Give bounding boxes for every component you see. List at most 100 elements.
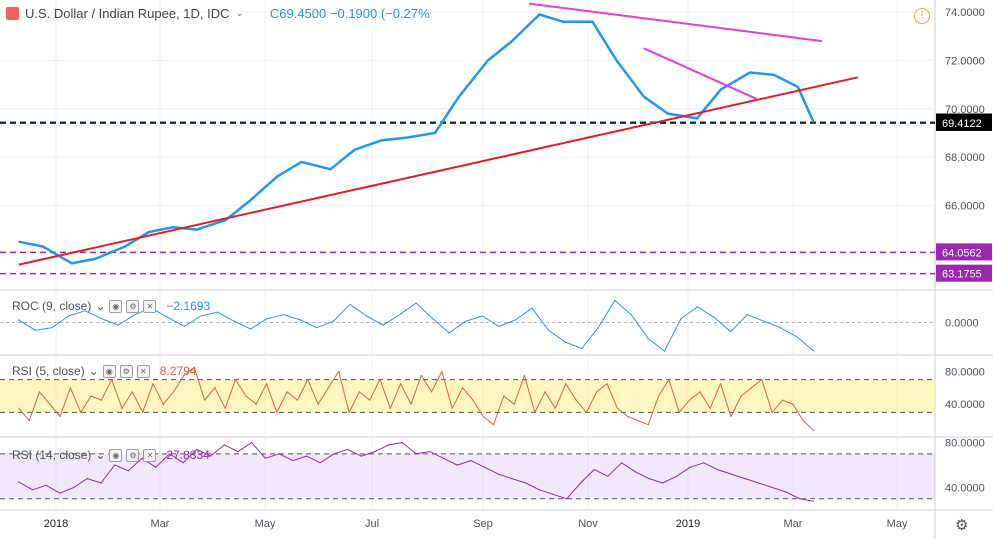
rsi5-line-point (111, 379, 113, 381)
usdinr-price-line-point (615, 59, 618, 62)
rsi14-line-point (497, 473, 499, 475)
rsi5-line-point (441, 370, 443, 372)
roc-line-point (101, 318, 103, 320)
chevron-down-icon[interactable]: ⌄ (235, 8, 244, 19)
rsi14-label[interactable]: RSI (14, close) (12, 448, 92, 462)
roc-line-point (432, 318, 434, 320)
rsi5-line-point (606, 383, 608, 385)
rsi5-label[interactable]: RSI (5, close) (12, 364, 85, 378)
roc-line-point (51, 327, 53, 329)
x-tick-label: May (255, 518, 276, 530)
rsi5-line-point (18, 407, 20, 409)
rsi14-line-point (675, 475, 678, 477)
rsi5-line-point (131, 391, 133, 393)
rsi5-pane-title: RSI (5, close) ⌄ ◉ ⚙ ✕ 8.2794 (12, 364, 196, 378)
roc-line-point (564, 341, 566, 343)
chevron-down-icon[interactable]: ⌄ (88, 364, 99, 378)
rsi5-line-point (492, 424, 495, 426)
rsi5-line-point (420, 374, 422, 377)
rsi5-line-point (802, 420, 804, 422)
rsi5-line-point (276, 411, 278, 413)
settings-small-icon[interactable]: ⚙ (126, 299, 140, 313)
rsi5-line-point (523, 374, 526, 377)
eye-icon[interactable]: ◉ (109, 299, 123, 313)
rsi14-line-point (31, 489, 34, 491)
rsi14-line-point (566, 498, 568, 500)
change-value: −0.1900 (−0.27% (329, 6, 430, 21)
rsi14-line-point (703, 462, 705, 464)
close-icon[interactable]: ✕ (143, 448, 157, 462)
roc-label[interactable]: ROC (9, close) (12, 299, 92, 313)
roc-line-point (316, 327, 318, 329)
rsi5-line-point (286, 391, 288, 393)
rsi5-line-point (627, 415, 629, 418)
rsi14-line-point (59, 492, 61, 494)
rsi5-line-point (204, 399, 206, 401)
usdinr-price-line-point (643, 96, 645, 98)
rsi14-line-point (223, 444, 225, 446)
rsi5-line-point (472, 399, 474, 401)
rsi14-line-point (593, 469, 595, 471)
rsi5-line-point (193, 366, 195, 368)
rsi5-line-point (596, 391, 598, 393)
roc-line-point (183, 325, 185, 327)
rsi14-line-point (264, 457, 266, 459)
price-label-box (936, 113, 992, 131)
rsi14-line-point (86, 478, 88, 480)
gear-icon[interactable]: ⚙ (955, 517, 969, 534)
usdinr-price-line-point (353, 149, 356, 151)
rsi5-line-point (637, 420, 639, 422)
usdinr-price-line-point (124, 245, 126, 248)
rsi5-line-point (214, 387, 216, 389)
roc-line-point (233, 320, 235, 322)
settings-small-icon[interactable]: ⚙ (119, 364, 133, 378)
close-icon[interactable]: ✕ (143, 299, 157, 313)
symbol-title[interactable]: U.S. Dollar / Indian Rupee, 1D, IDC (25, 6, 230, 21)
rsi14-line-point (538, 489, 541, 491)
rsi5-line-point (379, 379, 381, 381)
price-label-text: 69.4122 (942, 118, 982, 130)
rsi5-line-point (534, 411, 536, 413)
roc-line-point (34, 329, 37, 331)
rsi5-line-point (668, 379, 670, 381)
x-tick-label: Mar (784, 518, 803, 530)
price-label-text: 64.0562 (942, 247, 982, 259)
chevron-down-icon[interactable]: ⌄ (95, 299, 106, 313)
rsi5-line-point (616, 407, 619, 409)
roc-line-point (117, 324, 119, 326)
y-tick-label: 40.0000 (945, 399, 985, 411)
rsi5-line-point (451, 407, 453, 409)
trendline (18, 76, 859, 266)
rsi5-line-point (699, 391, 701, 393)
settings-small-icon[interactable]: ⚙ (126, 448, 140, 462)
usdinr-price-line-point (487, 59, 489, 62)
rsi5-line-point (90, 395, 92, 397)
eye-icon[interactable]: ◉ (102, 364, 116, 378)
roc-line-point (415, 302, 417, 304)
roc-line-point (18, 319, 20, 321)
usdinr-price-line-point (276, 175, 278, 177)
chevron-down-icon[interactable]: ⌄ (95, 448, 106, 462)
x-tick-label: Mar (151, 518, 170, 530)
rsi5-line-point (49, 403, 51, 405)
alert-icon[interactable]: ! (914, 8, 930, 24)
rsi5-line-point (121, 407, 123, 409)
rsi14-line-point (374, 451, 376, 453)
usdinr-price-line-point (381, 139, 383, 141)
roc-line-point (812, 350, 815, 352)
x-tick-label: 2019 (676, 518, 700, 530)
flag-icon[interactable] (6, 7, 19, 20)
rsi5-line-point (369, 399, 371, 401)
rsi14-line-point (45, 484, 47, 486)
rsi5-line-point (265, 383, 268, 385)
rsi14-line-point (305, 455, 308, 457)
rsi5-line-point (173, 391, 175, 393)
x-tick-label: Nov (578, 518, 598, 530)
roc-line-point (531, 307, 533, 309)
rsi14-line-point (456, 464, 458, 466)
roc-line-point (250, 328, 252, 330)
rsi14-line-point (251, 442, 253, 444)
eye-icon[interactable]: ◉ (109, 448, 123, 462)
close-icon[interactable]: ✕ (136, 364, 150, 378)
